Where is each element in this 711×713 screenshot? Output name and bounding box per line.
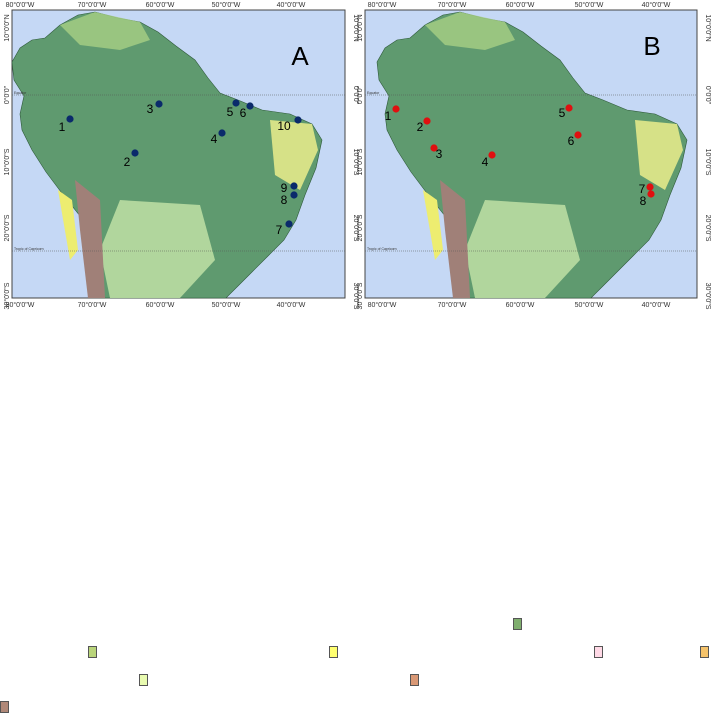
longitude-label-bottom: 60°0'0"W (146, 301, 175, 309)
latitude-label-left: 0°0'0" (3, 85, 11, 104)
longitude-label-top: 80°0'0"W (368, 1, 397, 9)
site-label: 5 (227, 105, 234, 119)
site-label: 6 (568, 134, 575, 148)
latitude-label-right: 20°0'0"S (704, 215, 711, 242)
latitude-label-right: 10°0'0"N (352, 14, 360, 41)
site-label: 10 (277, 119, 291, 133)
longitude-label-bottom: 50°0'0"W (575, 301, 604, 309)
site-label: 2 (417, 120, 424, 134)
longitude-label-top: 40°0'0"W (277, 1, 306, 9)
panel-letter: B (643, 31, 660, 61)
maps: 80°0'0"W 80°0'0"W 70°0'0"W 70°0'0"W 60°0'0"W… (3, 1, 711, 310)
legend-swatch (700, 646, 709, 658)
site-marker (232, 99, 240, 107)
site-marker (290, 182, 298, 190)
site-marker (246, 102, 254, 110)
longitude-label-top: 70°0'0"W (78, 1, 107, 9)
longitude-label-bottom: 70°0'0"W (438, 301, 467, 309)
longitude-label-top: 50°0'0"W (575, 1, 604, 9)
site-label: 6 (240, 106, 247, 120)
site-marker (218, 129, 226, 137)
site-label: 3 (147, 102, 154, 116)
latitude-label-left: 10°0'0"N (356, 14, 364, 41)
tropic-label: Tropic of Capricorn (367, 247, 397, 251)
panel-letter: A (291, 41, 309, 71)
site-label: 4 (211, 132, 218, 146)
site-marker (574, 131, 582, 139)
latitude-label-right: 10°0'0"S (704, 149, 711, 176)
latitude-label-right: 30°0'0"S (352, 283, 360, 310)
site-label: 7 (639, 182, 646, 196)
legend-swatch (329, 646, 338, 658)
longitude-label-top: 60°0'0"W (146, 1, 175, 9)
longitude-label-bottom: 40°0'0"W (642, 301, 671, 309)
longitude-label-bottom: 80°0'0"W (6, 301, 35, 309)
latitude-label-right: 0°0'0" (352, 86, 360, 105)
latitude-label-right: 20°0'0"S (352, 215, 360, 242)
latitude-label-left: 30°0'0"S (3, 282, 11, 309)
longitude-label-top: 50°0'0"W (212, 1, 241, 9)
latitude-label-left: 10°0'0"S (356, 148, 364, 175)
site-label: 5 (559, 106, 566, 120)
site-label: 1 (59, 120, 66, 134)
legend-swatch (88, 646, 97, 658)
latitude-label-left: 30°0'0"S (356, 282, 364, 309)
map-panel-b (364, 9, 698, 299)
site-marker (647, 190, 655, 198)
site-label: 1 (385, 109, 392, 123)
site-marker (290, 191, 298, 199)
equator-label: Equator (367, 91, 380, 95)
latitude-label-left: 10°0'0"S (3, 148, 11, 175)
longitude-label-top: 70°0'0"W (438, 1, 467, 9)
legend-swatch (139, 674, 148, 686)
longitude-label-bottom: 70°0'0"W (78, 301, 107, 309)
site-marker (155, 100, 163, 108)
site-label: 3 (436, 147, 443, 161)
longitude-label-bottom: 80°0'0"W (368, 301, 397, 309)
site-marker (285, 220, 293, 228)
site-marker (131, 149, 139, 157)
latitude-label-right: 0°0'0" (704, 86, 711, 105)
map-panel-a (11, 9, 346, 299)
longitude-label-top: 40°0'0"W (642, 1, 671, 9)
site-marker (430, 144, 438, 152)
site-label: 4 (482, 155, 489, 169)
legend-swatch (410, 674, 419, 686)
tropic-label: Tropic of Capricorn (14, 247, 44, 251)
site-label: 7 (276, 223, 283, 237)
site-marker (392, 105, 400, 113)
site-marker (565, 104, 573, 112)
legend-swatch (0, 701, 9, 713)
longitude-label-bottom: 40°0'0"W (277, 301, 306, 309)
site-label: 8 (640, 194, 647, 208)
latitude-label-right: 10°0'0"N (704, 14, 711, 41)
site-marker (423, 117, 431, 125)
site-label: 9 (281, 181, 288, 195)
site-marker (66, 115, 74, 123)
site-label: 2 (124, 155, 131, 169)
site-label: 8 (281, 193, 288, 207)
latitude-label-right: 10°0'0"S (352, 149, 360, 176)
latitude-label-right: 30°0'0"S (704, 283, 711, 310)
longitude-label-top: 60°0'0"W (506, 1, 535, 9)
latitude-label-left: 10°0'0"N (3, 14, 11, 41)
legend-swatch (513, 618, 522, 630)
longitude-label-bottom: 60°0'0"W (506, 301, 535, 309)
longitude-label-top: 80°0'0"W (6, 1, 35, 9)
site-marker (294, 116, 302, 124)
equator-label: Equator (14, 91, 27, 95)
site-marker (488, 151, 496, 159)
legend-swatch (594, 646, 603, 658)
site-marker (646, 183, 654, 191)
latitude-label-left: 20°0'0"S (356, 214, 364, 241)
latitude-label-left: 20°0'0"S (3, 214, 11, 241)
longitude-label-bottom: 50°0'0"W (212, 301, 241, 309)
latitude-label-left: 0°0'0" (356, 85, 364, 104)
